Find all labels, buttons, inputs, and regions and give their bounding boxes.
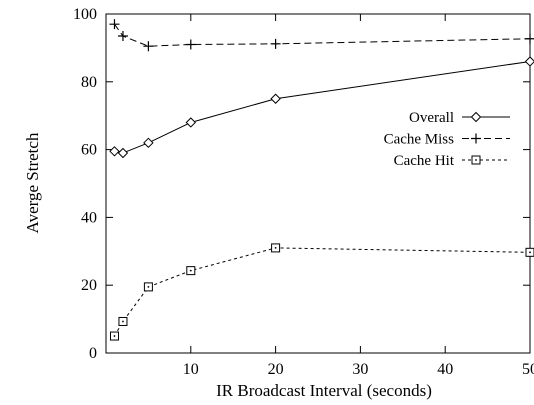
data-point-overall — [185, 117, 197, 128]
data-point-cache-hit-dot — [113, 335, 116, 337]
series-line-overall — [114, 60, 531, 154]
data-point-overall — [524, 56, 534, 67]
legend-label-cache-hit: Cache Hit — [394, 153, 455, 169]
legend-label-cache-miss: Cache Miss — [384, 132, 455, 148]
data-point-overall — [143, 137, 154, 149]
legend-marker-cache-hit-dot — [475, 159, 477, 161]
data-point-cache-miss — [117, 31, 128, 42]
data-point-cache-miss — [185, 39, 196, 50]
series-cache-miss — [109, 19, 534, 52]
data-point-cache-miss — [270, 38, 281, 49]
data-point-overall — [117, 147, 129, 159]
data-point-cache-miss — [525, 33, 534, 44]
y-axis: 0 20 40 60 80 100 — [73, 6, 530, 362]
series-line-cache-miss — [114, 23, 531, 47]
y-tick-label: 20 — [81, 277, 97, 294]
series-overall — [109, 56, 534, 159]
data-point-cache-hit-dot — [529, 251, 531, 254]
series-layer — [109, 19, 534, 341]
x-tick-label: 10 — [183, 361, 199, 378]
data-point-cache-hit-dot — [122, 320, 124, 323]
x-axis-title: IR Broadcast Interval (seconds) — [216, 381, 432, 400]
x-tick-label: 50 — [522, 361, 534, 378]
legend-marker-cache-miss — [471, 133, 481, 144]
plot-frame — [105, 13, 531, 354]
series-cache-hit — [109, 243, 534, 341]
y-tick-label: 100 — [73, 6, 97, 23]
x-tick-label: 30 — [352, 361, 368, 378]
legend: Overall Cache Miss Cache Hit — [384, 110, 510, 169]
y-tick-label: 80 — [81, 74, 97, 91]
legend-marker-overall — [470, 111, 482, 123]
legend-label-overall: Overall — [409, 110, 454, 126]
data-point-cache-hit-dot — [274, 247, 277, 249]
y-tick-label: 0 — [89, 345, 97, 362]
data-point-cache-miss — [109, 19, 120, 30]
x-tick-label: 40 — [437, 361, 453, 378]
x-axis: 10 20 30 40 50 — [183, 14, 534, 378]
x-tick-label: 20 — [268, 361, 284, 378]
data-point-cache-miss — [143, 41, 154, 52]
series-line-cache-hit — [114, 247, 531, 337]
y-tick-label: 40 — [81, 209, 97, 226]
data-point-overall — [109, 146, 120, 157]
y-axis-title: Averge Stretch — [23, 132, 42, 233]
data-point-cache-hit-dot — [189, 269, 192, 272]
data-point-overall — [270, 93, 281, 104]
data-point-cache-hit-dot — [147, 285, 150, 288]
y-tick-label: 60 — [81, 142, 97, 159]
